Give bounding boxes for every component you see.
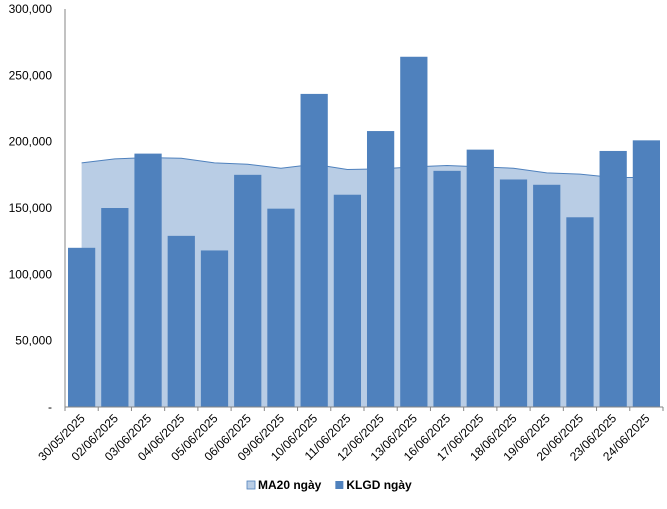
y-tick-label: 250,000 (9, 68, 53, 82)
legend-label-ma20: MA20 ngày (258, 478, 322, 492)
y-axis-ticks: - 50,000 100,000 150,000 200,000 250,000 300,0… (9, 2, 53, 414)
legend-swatch-ma20 (246, 480, 256, 490)
bar-klgd-19/06/2025 (533, 184, 561, 407)
bar-klgd-18/06/2025 (499, 179, 528, 407)
bar-klgd-23/06/2025 (599, 150, 627, 407)
y-tick-label: 50,000 (15, 334, 52, 348)
bar-klgd-09/06/2025 (267, 208, 295, 407)
bar-klgd-06/06/2025 (234, 174, 262, 407)
bar-klgd-02/06/2025 (101, 208, 129, 407)
x-axis-labels: 30/05/202502/06/202503/06/202504/06/2025… (35, 411, 652, 464)
y-tick-label: 100,000 (9, 267, 53, 281)
legend: MA20 ngày KLGD ngày (246, 478, 412, 492)
bar-klgd-04/06/2025 (167, 235, 195, 407)
y-tick-label: 300,000 (9, 2, 53, 16)
ma20-line (81, 157, 647, 178)
bar-klgd-10/06/2025 (300, 93, 328, 407)
bar-klgd-13/06/2025 (400, 56, 428, 407)
bar-klgd-11/06/2025 (333, 194, 362, 407)
bar-layer (67, 56, 661, 408)
bar-klgd-17/06/2025 (466, 149, 494, 408)
legend-swatch-klgd (335, 481, 344, 489)
bar-klgd-30/05/2025 (67, 247, 96, 407)
bar-klgd-05/06/2025 (200, 250, 229, 407)
bar-klgd-03/06/2025 (134, 153, 162, 407)
axis-layer (64, 9, 664, 411)
ma20-area (81, 157, 647, 407)
bar-klgd-20/06/2025 (566, 217, 594, 407)
bar-klgd-16/06/2025 (433, 170, 461, 407)
legend-label-klgd: KLGD ngày (346, 478, 412, 492)
ma20-area-layer (81, 157, 647, 407)
y-tick-label: 200,000 (9, 135, 53, 149)
y-tick-label: 150,000 (9, 201, 53, 215)
y-tick-label: - (48, 400, 52, 414)
bar-klgd-12/06/2025 (366, 131, 395, 407)
bar-klgd-24/06/2025 (632, 140, 661, 407)
